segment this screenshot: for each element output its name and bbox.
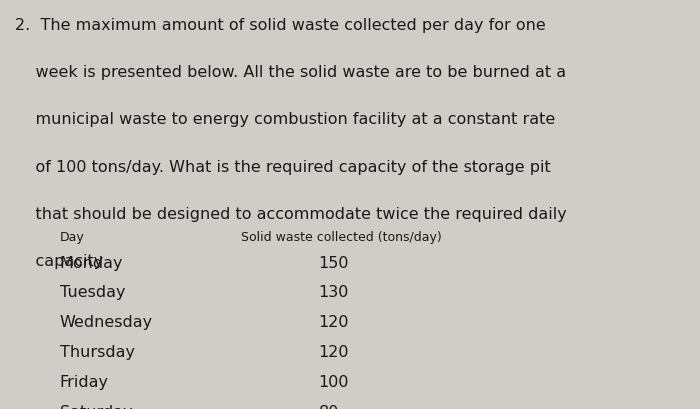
Text: Tuesday: Tuesday: [60, 285, 125, 301]
Text: 80: 80: [318, 405, 339, 409]
Text: of 100 tons/day. What is the required capacity of the storage pit: of 100 tons/day. What is the required ca…: [15, 160, 551, 175]
Text: week is presented below. All the solid waste are to be burned at a: week is presented below. All the solid w…: [15, 65, 566, 81]
Text: 120: 120: [318, 315, 349, 330]
Text: Wednesday: Wednesday: [60, 315, 153, 330]
Text: 120: 120: [318, 345, 349, 360]
Text: that should be designed to accommodate twice the required daily: that should be designed to accommodate t…: [15, 207, 567, 222]
Text: Solid waste collected (tons/day): Solid waste collected (tons/day): [241, 231, 442, 244]
Text: municipal waste to energy combustion facility at a constant rate: municipal waste to energy combustion fac…: [15, 112, 556, 128]
Text: Day: Day: [60, 231, 84, 244]
Text: 2.  The maximum amount of solid waste collected per day for one: 2. The maximum amount of solid waste col…: [15, 18, 546, 34]
Text: Monday: Monday: [60, 256, 123, 271]
Text: Thursday: Thursday: [60, 345, 134, 360]
Text: 100: 100: [318, 375, 349, 390]
Text: Saturday: Saturday: [60, 405, 132, 409]
Text: 130: 130: [318, 285, 349, 301]
Text: capacity: capacity: [15, 254, 104, 269]
Text: 150: 150: [318, 256, 349, 271]
Text: Friday: Friday: [60, 375, 108, 390]
